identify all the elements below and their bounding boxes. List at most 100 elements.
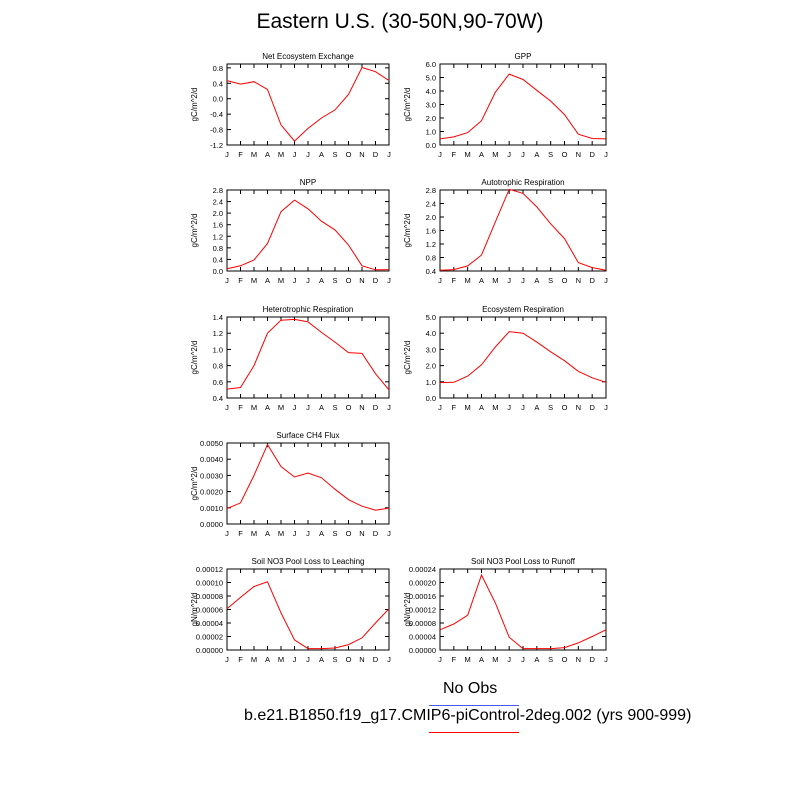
chart-panel-6: Surface CH4 Flux 0.0050 0.0040 0.0030 0.0020…: [190, 431, 391, 538]
y-tick-label: 0.00000: [196, 646, 223, 655]
y-tick-label: 0.0020: [200, 488, 223, 497]
x-tick-label: M: [251, 529, 257, 538]
x-tick-label: J: [293, 276, 297, 285]
x-tick-label: M: [492, 150, 498, 159]
x-tick-label: J: [225, 529, 229, 538]
y-tick-label: 0.00020: [409, 579, 436, 588]
chart-title: Autotrophic Respiration: [481, 178, 564, 187]
figure-title: Eastern U.S. (30-50N,90-70W): [256, 10, 544, 33]
x-tick-label: J: [387, 150, 391, 159]
legend-label-model: b.e21.B1850.f19_g17.CMIP6-piControl-2deg…: [244, 707, 692, 724]
y-axis-label: gC/m^2/d: [190, 88, 199, 122]
y-tick-label: 0.00004: [409, 633, 436, 642]
x-tick-label: J: [521, 655, 525, 664]
x-tick-label: M: [278, 276, 284, 285]
y-tick-label: 0.0: [426, 141, 436, 150]
chart-panel-0: Net Ecosystem Exchange 0.8 0.4 0.0 -0.4 -0.8 -…: [190, 52, 391, 159]
x-tick-label: J: [306, 150, 310, 159]
plot-frame: [226, 568, 390, 651]
y-tick-label: 1.2: [213, 232, 223, 241]
chart-title: Soil NO3 Pool Loss to Runoff: [471, 557, 576, 566]
x-tick-label: J: [387, 529, 391, 538]
x-tick-label: A: [265, 150, 270, 159]
x-tick-label: D: [373, 276, 379, 285]
y-tick-label: 0.6: [213, 378, 223, 387]
y-tick-label: 0.0: [213, 95, 223, 104]
x-tick-label: M: [278, 529, 284, 538]
x-tick-label: M: [251, 150, 257, 159]
x-tick-label: J: [225, 655, 229, 664]
x-tick-label: F: [452, 655, 457, 664]
plot-frame: [226, 189, 390, 272]
x-tick-label: A: [319, 655, 324, 664]
x-tick-label: A: [479, 276, 484, 285]
x-tick-label: F: [238, 276, 243, 285]
x-tick-label: F: [238, 529, 243, 538]
x-tick-label: A: [479, 655, 484, 664]
x-tick-label: J: [507, 655, 511, 664]
y-tick-label: 3.0: [426, 101, 436, 110]
x-tick-label: O: [346, 529, 352, 538]
x-tick-label: D: [589, 150, 595, 159]
x-tick-label: N: [359, 529, 364, 538]
series-line: [439, 331, 607, 384]
x-tick-label: A: [265, 655, 270, 664]
chart-panel-8: Soil NO3 Pool Loss to Runoff 0.00024 0.000…: [403, 557, 608, 664]
y-tick-label: 6.0: [426, 60, 436, 69]
chart-panel-7: Soil NO3 Pool Loss to Leaching 0.00012 0.0…: [190, 557, 391, 664]
y-tick-label: 0.0040: [200, 455, 223, 464]
x-tick-label: O: [562, 403, 568, 412]
x-tick-label: J: [438, 403, 442, 412]
y-tick-label: 0.00008: [196, 592, 223, 601]
series-line: [226, 199, 390, 271]
y-tick-label: -0.4: [210, 110, 223, 119]
x-tick-label: N: [359, 150, 364, 159]
y-tick-label: 0.4: [213, 394, 223, 403]
series-line: [226, 318, 390, 391]
x-tick-label: A: [479, 403, 484, 412]
x-tick-label: A: [534, 655, 539, 664]
chart-title: Net Ecosystem Exchange: [262, 52, 354, 61]
y-tick-label: 5.0: [426, 74, 436, 83]
x-tick-label: N: [359, 276, 364, 285]
x-tick-label: M: [492, 655, 498, 664]
chart-title: Heterotrophic Respiration: [263, 305, 354, 314]
x-tick-label: A: [534, 276, 539, 285]
y-tick-label: -1.2: [210, 141, 223, 150]
x-tick-label: D: [589, 403, 595, 412]
y-axis-label: gC/m^2/d: [403, 341, 412, 375]
chart-title: Surface CH4 Flux: [276, 431, 339, 440]
x-tick-label: S: [332, 529, 337, 538]
series-line: [439, 573, 607, 650]
y-tick-label: -0.8: [210, 126, 223, 135]
x-tick-label: F: [238, 403, 243, 412]
x-tick-label: N: [576, 150, 581, 159]
y-tick-label: 2.8: [213, 186, 223, 195]
x-tick-label: J: [225, 276, 229, 285]
series-line: [439, 188, 607, 271]
x-tick-label: D: [373, 150, 379, 159]
x-tick-label: J: [438, 276, 442, 285]
x-tick-label: D: [589, 655, 595, 664]
y-tick-label: 0.00016: [409, 592, 436, 601]
y-tick-label: 4.0: [426, 329, 436, 338]
y-tick-label: 0.0: [213, 267, 223, 276]
x-tick-label: M: [278, 655, 284, 664]
x-tick-label: J: [438, 150, 442, 159]
y-tick-label: 0.00024: [409, 565, 436, 574]
y-axis-label: gN/m^2/d: [403, 593, 412, 627]
y-tick-label: 0.4: [213, 79, 223, 88]
chart-panel-3: Autotrophic Respiration 2.8 2.4 2.0 1.6 1.2 0.…: [403, 178, 608, 285]
chart-panel-5: Ecosystem Respiration 5.0 4.0 3.0 2.0 1.0 0.0 g…: [403, 305, 608, 412]
series-line: [439, 73, 607, 140]
y-tick-label: 0.00002: [196, 633, 223, 642]
y-tick-label: 4.0: [426, 87, 436, 96]
x-tick-label: J: [507, 150, 511, 159]
x-tick-label: M: [278, 403, 284, 412]
x-tick-label: F: [452, 150, 457, 159]
x-tick-label: M: [465, 276, 471, 285]
x-tick-label: D: [589, 276, 595, 285]
x-tick-label: N: [576, 403, 581, 412]
chart-panel-4: Heterotrophic Respiration 1.4 1.2 1.0 0.8 0.6…: [190, 305, 391, 412]
y-tick-label: 0.00012: [196, 565, 223, 574]
